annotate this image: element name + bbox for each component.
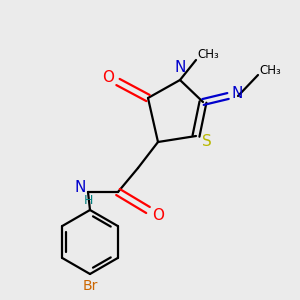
Text: CH₃: CH₃: [197, 49, 219, 62]
Text: O: O: [152, 208, 164, 223]
Text: CH₃: CH₃: [259, 64, 281, 76]
Text: Br: Br: [82, 279, 98, 293]
Text: N: N: [74, 181, 86, 196]
Text: S: S: [202, 134, 212, 149]
Text: N: N: [174, 61, 186, 76]
Text: H: H: [83, 194, 93, 206]
Text: N: N: [231, 85, 243, 100]
Text: O: O: [102, 70, 114, 86]
